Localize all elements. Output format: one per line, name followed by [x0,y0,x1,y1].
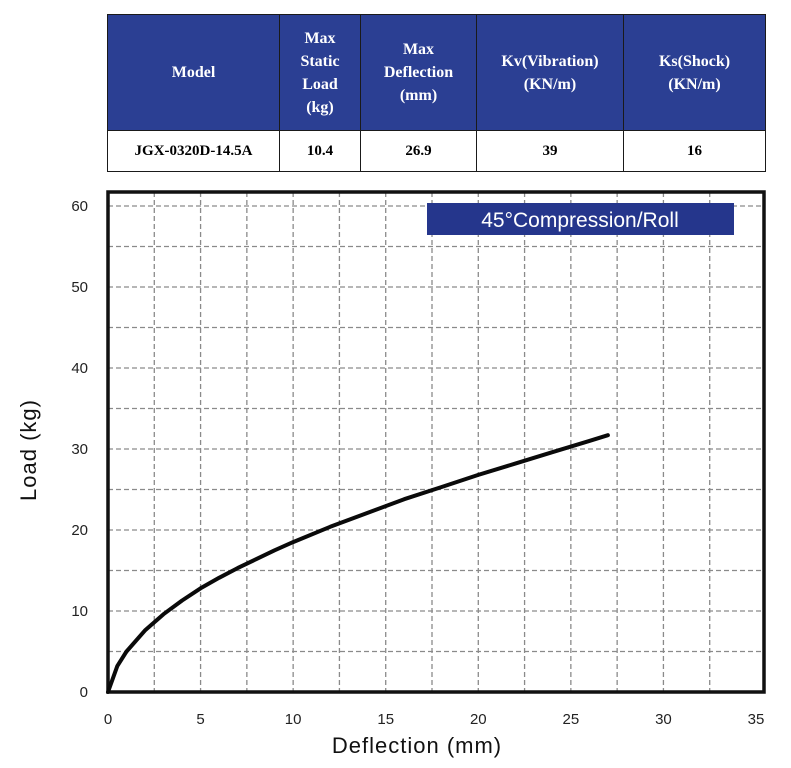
cell-max-deflection: 26.9 [360,130,477,172]
x-tick-label: 5 [196,711,204,728]
x-tick-label: 35 [748,711,765,728]
chart-title: 45°Compression/Roll [481,209,678,232]
cell-ks-shock: 16 [623,130,766,172]
y-tick-label: 20 [71,522,88,539]
y-tick-label: 40 [71,360,88,377]
x-tick-label: 20 [470,711,487,728]
plot-frame [106,190,766,694]
load-deflection-curve [106,433,610,694]
header-ks-shock: Ks(Shock) (KN/m) [623,14,766,131]
title-badge-background [427,203,734,235]
y-tick-label: 30 [71,441,88,458]
spec-table: Model Max Static Load (kg) Max Deflectio… [107,14,766,172]
y-tick-label: 50 [71,279,88,296]
x-tick-label: 15 [377,711,394,728]
x-tick-label: 30 [655,711,672,728]
tick-labels: 0 5 10 15 20 25 30 35 0 10 20 30 40 50 60 [71,198,764,728]
y-tick-label: 60 [71,198,88,215]
cell-max-static-load: 10.4 [279,130,361,172]
spec-table-header-row: Model Max Static Load (kg) Max Deflectio… [107,14,766,131]
y-axis-title: Load (kg) [16,399,41,501]
table-row: JGX-0320D-14.5A 10.4 26.9 39 16 [107,130,766,172]
header-max-deflection: Max Deflection (mm) [360,14,477,131]
y-tick-label: 0 [80,684,88,701]
x-tick-label: 25 [563,711,580,728]
x-tick-label: 0 [104,711,112,728]
chart-title-badge: 45°Compression/Roll [427,203,734,235]
chart-grid [108,192,764,692]
y-tick-label: 10 [71,603,88,620]
header-model: Model [107,14,280,131]
cell-kv-vibration: 39 [476,130,624,172]
x-tick-label: 10 [285,711,302,728]
x-axis-title: Deflection (mm) [332,733,502,758]
